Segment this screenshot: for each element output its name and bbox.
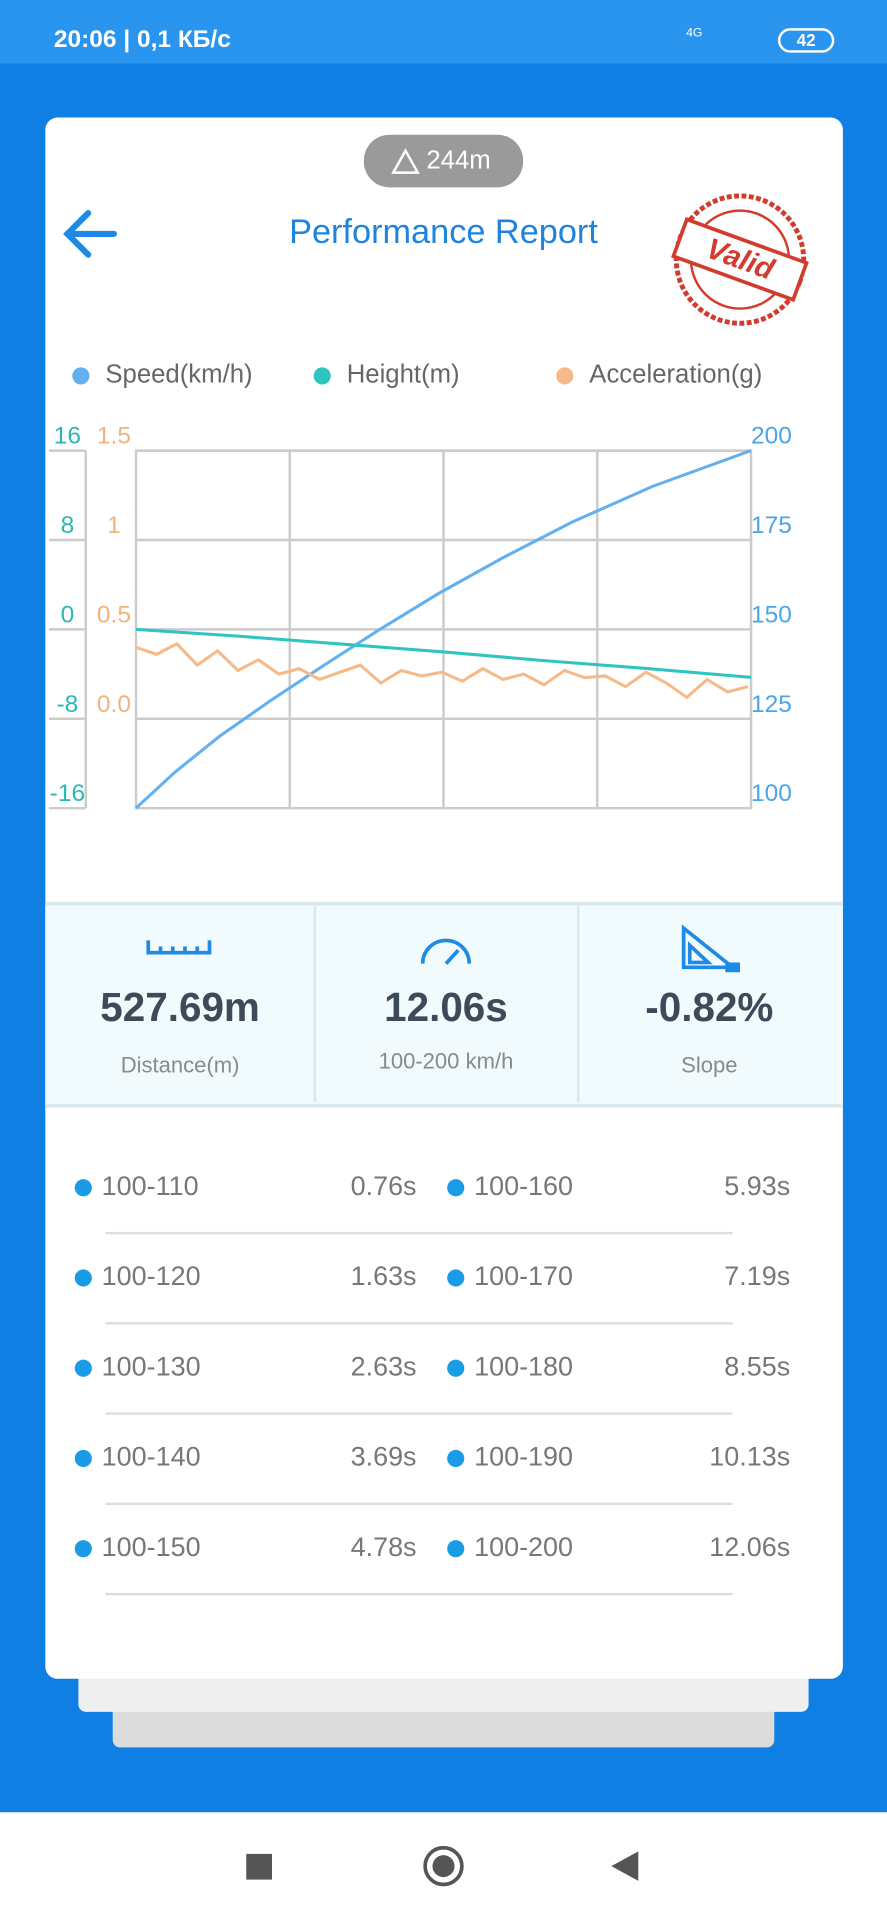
- split-label: 100-160: [474, 1171, 573, 1201]
- tick-label: 100: [751, 780, 792, 807]
- legend-dot: [556, 367, 574, 385]
- split-time: 7.19s: [724, 1261, 790, 1291]
- tick-label: 0.0: [97, 691, 131, 718]
- split-time: 3.69s: [351, 1442, 417, 1472]
- split-dot: [74, 1449, 92, 1468]
- tick-label: 200: [751, 423, 792, 450]
- legend-dot: [313, 367, 331, 385]
- nav-home[interactable]: [423, 1845, 464, 1887]
- altitude-icon: [391, 148, 420, 174]
- split-dot: [447, 1179, 465, 1197]
- split-time: 1.63s: [351, 1261, 417, 1291]
- speed-icon: [420, 938, 472, 964]
- slope-icon: [725, 962, 740, 973]
- split-dot: [447, 1540, 465, 1558]
- series-line: [135, 641, 749, 700]
- card: [45, 117, 843, 1679]
- split-dot: [447, 1449, 465, 1468]
- card-shadow: [112, 1702, 775, 1748]
- nav-recents[interactable]: [246, 1853, 272, 1880]
- split-dot: [74, 1359, 92, 1377]
- split-time: 4.78s: [351, 1532, 417, 1562]
- tick-label: -8: [56, 691, 78, 718]
- tick-label: 175: [751, 512, 792, 539]
- tick-label: 150: [751, 601, 792, 628]
- split-time: 8.55s: [724, 1351, 790, 1381]
- split-label: 100-120: [102, 1261, 201, 1291]
- stat-value: 12.06s: [384, 984, 508, 1030]
- tick-label: 0.5: [97, 601, 131, 628]
- nav-home-dot: [432, 1855, 455, 1878]
- stat-value: -0.82%: [645, 984, 773, 1030]
- status-bar: [0, 0, 887, 64]
- series-line: [134, 449, 752, 810]
- status-network: 4G: [686, 25, 702, 39]
- battery-icon: [777, 28, 835, 53]
- back-button[interactable]: [63, 210, 118, 258]
- stat-label: Distance(m): [121, 1052, 240, 1077]
- tick-label: 1: [107, 512, 121, 539]
- stamp-band: [671, 217, 809, 303]
- legend-label: Height(m): [347, 361, 460, 389]
- split-time: 12.06s: [709, 1532, 790, 1562]
- stats-panel: [45, 903, 843, 1106]
- split-label: 100-150: [102, 1532, 201, 1562]
- tick-label: 0: [61, 601, 75, 628]
- page-title: Performance Report: [289, 213, 598, 251]
- legend-label: Acceleration(g): [589, 361, 762, 389]
- split-label: 100-170: [474, 1261, 573, 1291]
- split-dot: [447, 1269, 465, 1287]
- split-time: 5.93s: [724, 1171, 790, 1201]
- split-label: 100-130: [102, 1351, 201, 1381]
- legend-label: Speed(km/h): [105, 361, 252, 389]
- split-time: 2.63s: [351, 1351, 417, 1381]
- distance-icon: [146, 940, 212, 955]
- altitude-badge: [363, 134, 524, 188]
- tick-label: -16: [50, 780, 85, 807]
- slope-icon: [681, 924, 738, 970]
- stat-label: Slope: [681, 1052, 737, 1077]
- series-line: [135, 627, 752, 679]
- battery-level: 42: [797, 30, 816, 50]
- nav-back[interactable]: [611, 1851, 639, 1881]
- split-time: 10.13s: [709, 1442, 790, 1472]
- split-label: 100-200: [474, 1532, 573, 1562]
- split-dot: [74, 1269, 92, 1287]
- split-dot: [74, 1540, 92, 1558]
- split-label: 100-140: [102, 1442, 201, 1472]
- split-time: 0.76s: [351, 1171, 417, 1201]
- valid-stamp: Valid: [671, 193, 809, 326]
- stat-value: 527.69m: [100, 984, 260, 1030]
- legend-dot: [72, 367, 90, 385]
- tick-label: 1.5: [97, 423, 131, 450]
- speed-icon: [444, 948, 460, 965]
- tick-label: 125: [751, 691, 792, 718]
- stat-label: 100-200 km/h: [379, 1049, 514, 1074]
- split-label: 100-110: [102, 1171, 199, 1201]
- status-time: 20:06 | 0,1 КБ/с: [54, 26, 231, 53]
- split-dot: [74, 1179, 92, 1197]
- tick-label: 8: [61, 512, 75, 539]
- altitude: 244m: [426, 146, 490, 174]
- split-label: 100-180: [474, 1351, 573, 1381]
- tick-label: 16: [54, 423, 81, 450]
- split-dot: [447, 1359, 465, 1377]
- split-label: 100-190: [474, 1442, 573, 1472]
